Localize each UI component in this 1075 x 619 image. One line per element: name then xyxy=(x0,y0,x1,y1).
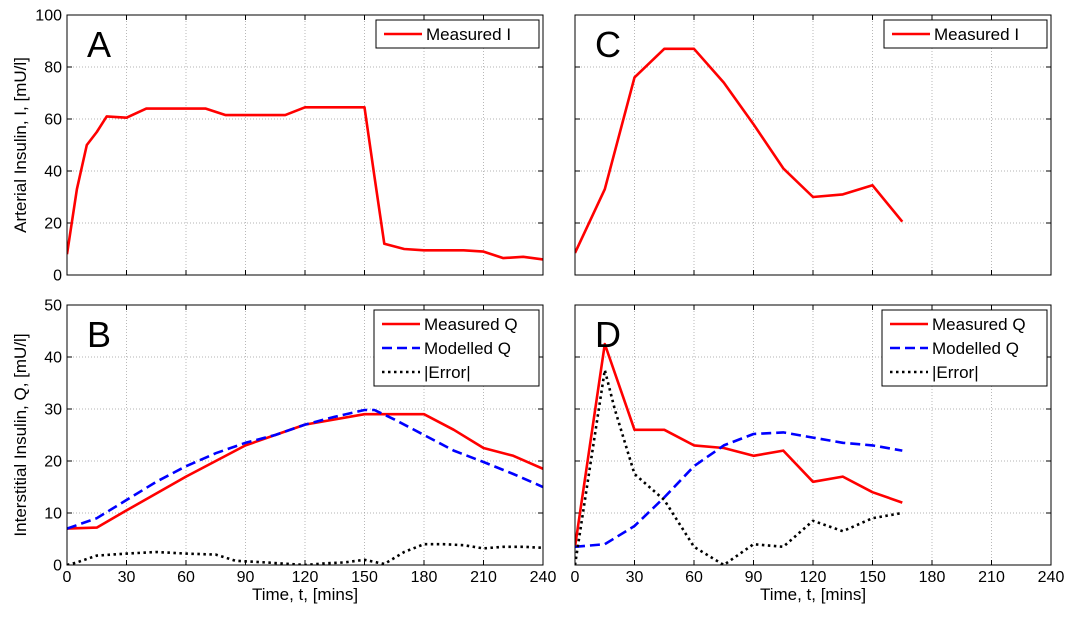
panel-letter: D xyxy=(595,314,621,355)
x-tick-label: 210 xyxy=(470,569,497,586)
x-tick-label: 90 xyxy=(237,569,255,586)
legend-box xyxy=(883,19,1048,49)
x-tick-label: 150 xyxy=(859,569,886,586)
legend-label: Measured I xyxy=(426,25,511,44)
panel-b: 0 30 60 90 120 150 180 210 240 0 10 20 30 40 50 Time, t… xyxy=(11,298,556,605)
y-tick-label: 20 xyxy=(44,216,62,233)
x-tick-label: 30 xyxy=(626,569,644,586)
y-tick-label: 40 xyxy=(44,164,62,181)
legend-label: Modelled Q xyxy=(932,339,1019,358)
series-line-modelled-q xyxy=(67,408,543,530)
axes-frame xyxy=(574,304,1052,566)
x-axis-label: Time, t, [mins] xyxy=(252,585,358,604)
y-tick-label: 0 xyxy=(53,268,62,285)
x-tick-label: 120 xyxy=(800,569,827,586)
x-tick-label: 0 xyxy=(63,569,72,586)
x-tick-label: 240 xyxy=(1038,569,1065,586)
y-tick-label: 100 xyxy=(35,8,62,25)
panel-c: C Measured I xyxy=(574,14,1052,276)
legend-label: Measured Q xyxy=(932,315,1026,334)
axes-frame xyxy=(574,14,1052,276)
x-tick-label: 30 xyxy=(118,569,136,586)
y-tick-label: 30 xyxy=(44,402,62,419)
panel-d: 0 30 60 90 120 150 180 210 240 Time, t, [mins] D Me… xyxy=(571,304,1065,604)
legend-label: Measured Q xyxy=(424,315,518,334)
panel-letter: B xyxy=(87,314,111,355)
x-tick-label: 240 xyxy=(530,569,557,586)
x-tick-label: 180 xyxy=(411,569,438,586)
y-axis-label: Arterial Insulin, I, [mU/l] xyxy=(11,57,30,233)
series-line-modelled-q xyxy=(575,431,903,549)
panel-letter: A xyxy=(87,24,111,65)
axes-frame xyxy=(66,14,544,276)
legend: Measured Q Modelled Q |Error| xyxy=(881,309,1048,387)
legend-label: |Error| xyxy=(932,363,979,382)
legend: Measured Q Modelled Q |Error| xyxy=(373,309,540,387)
y-axis-label: Interstitial Insulin, Q, [mU/l] xyxy=(11,333,30,536)
panel-letter: C xyxy=(595,24,621,65)
y-tick-label: 0 xyxy=(53,558,62,575)
x-tick-label: 180 xyxy=(919,569,946,586)
y-tick-label: 50 xyxy=(44,298,62,315)
x-tick-label: 210 xyxy=(978,569,1005,586)
legend: Measured I xyxy=(375,19,540,49)
series-line-measured-q xyxy=(575,342,903,547)
x-tick-label: 60 xyxy=(177,569,195,586)
y-tick-label: 10 xyxy=(44,506,62,523)
axes-frame xyxy=(66,304,544,566)
legend-label: Modelled Q xyxy=(424,339,511,358)
x-tick-label: 0 xyxy=(571,569,580,586)
y-tick-label: 40 xyxy=(44,350,62,367)
x-axis-label: Time, t, [mins] xyxy=(760,585,866,604)
x-tick-label: 60 xyxy=(685,569,703,586)
series-line-measured-i xyxy=(575,47,904,254)
x-tick-label: 90 xyxy=(745,569,763,586)
x-tick-label: 150 xyxy=(351,569,378,586)
x-tick-label: 120 xyxy=(292,569,319,586)
y-tick-label: 80 xyxy=(44,60,62,77)
series-line-measured-i xyxy=(67,106,543,261)
panel-a: 0 20 40 60 80 100 Arterial Insulin, I, [mU/l] A… xyxy=(11,8,544,285)
legend-label: |Error| xyxy=(424,363,471,382)
y-tick-label: 60 xyxy=(44,112,62,129)
legend-label: Measured I xyxy=(934,25,1019,44)
series-line-error xyxy=(67,542,543,565)
legend: Measured I xyxy=(883,19,1048,49)
y-tick-label: 20 xyxy=(44,454,62,471)
series-line-measured-q xyxy=(67,412,543,530)
